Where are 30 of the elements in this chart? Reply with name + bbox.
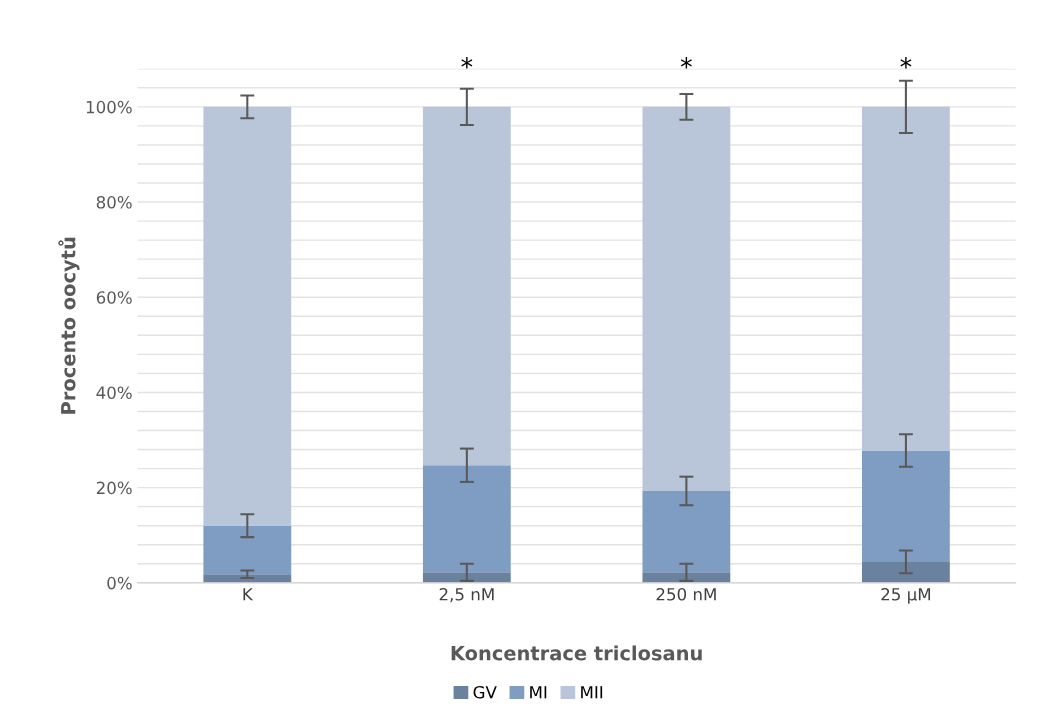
bar [862,450,950,562]
legend-label: GV [473,685,497,699]
y-tick-label: 100% [86,100,132,114]
bar [203,525,292,575]
bar [422,572,511,583]
x-tick-label: 2,5 nM [439,587,494,603]
x-tick-label: K [243,588,254,601]
text: * [680,57,692,69]
bar [203,574,292,583]
bar [203,106,292,526]
legend-label: MI [530,686,547,699]
x-tick-label: 250 nM [656,587,716,601]
bar [642,490,731,573]
text: * [900,57,912,69]
bar [422,465,511,573]
y-tick-label: 80% [96,196,132,209]
bar [642,572,731,583]
y-tick-label: 0% [107,576,132,590]
y-axis-title: Procento oocytů [58,237,80,414]
x-axis-title: Koncentrace triclosanu [451,645,702,661]
y-tick-label: 40% [96,386,132,399]
y-tick-label: 60% [96,291,132,304]
bar [862,561,950,583]
bar [422,106,511,466]
x-tick-label: 25 µM [881,587,931,604]
bar [642,106,731,491]
y-tick-label: 20% [96,481,132,495]
text: * [461,57,473,69]
legend-label: MII [581,686,603,699]
bar [862,106,950,451]
